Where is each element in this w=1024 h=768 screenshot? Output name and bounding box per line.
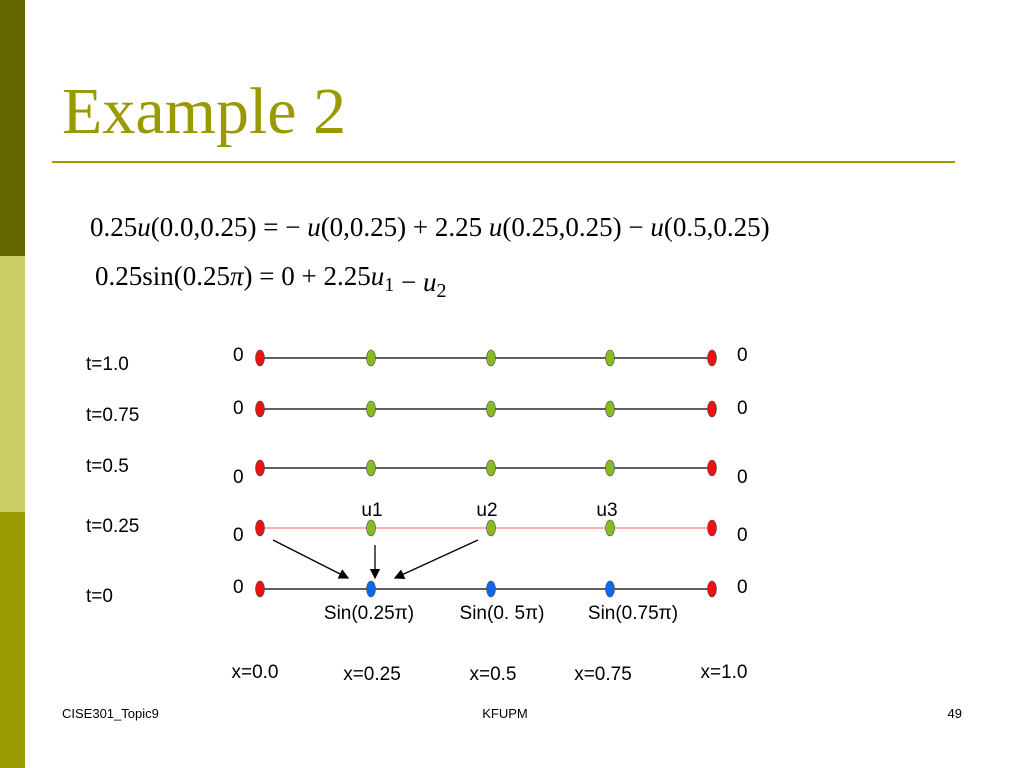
grid-node xyxy=(486,459,496,477)
grid-node xyxy=(366,349,376,367)
boundary-value: 0 xyxy=(233,398,244,419)
unknown-label: u2 xyxy=(476,500,497,521)
grid-node xyxy=(255,519,265,537)
grid-node xyxy=(366,580,376,598)
page-number: 49 xyxy=(948,706,962,721)
footer-center: KFUPM xyxy=(482,706,528,721)
equation-part: − xyxy=(394,267,423,297)
grid-node xyxy=(486,349,496,367)
boundary-value: 0 xyxy=(737,577,748,598)
equation-part: (0.25,0.25) − xyxy=(502,212,650,242)
initial-value: Sin(0.75π) xyxy=(588,603,678,624)
boundary-value: 0 xyxy=(233,577,244,598)
grid-node xyxy=(707,349,717,367)
grid-node xyxy=(486,519,496,537)
grid-node xyxy=(366,519,376,537)
boundary-value: 0 xyxy=(737,345,748,366)
equation-symbol: π xyxy=(230,261,245,291)
grid-node xyxy=(366,400,376,418)
x-label: x=0.25 xyxy=(343,664,401,685)
unknown-label: u3 xyxy=(596,500,617,521)
boundary-value: 0 xyxy=(233,345,244,366)
side-bar xyxy=(0,512,25,768)
grid-node xyxy=(605,519,615,537)
equation-symbol: u xyxy=(137,212,151,242)
boundary-value: 0 xyxy=(233,525,244,546)
grid-node xyxy=(486,400,496,418)
grid-node xyxy=(707,459,717,477)
time-label: t=0.5 xyxy=(86,456,129,477)
equation-symbol: u xyxy=(489,212,503,242)
x-label: x=0.75 xyxy=(574,664,632,685)
equation-symbol: u xyxy=(307,212,321,242)
time-label: t=1.0 xyxy=(86,354,129,375)
grid-node xyxy=(605,459,615,477)
boundary-value: 0 xyxy=(737,467,748,488)
grid-node xyxy=(605,580,615,598)
grid-node xyxy=(255,580,265,598)
equation-part: (0.0,0.25) = − xyxy=(151,212,307,242)
equation-symbol: u xyxy=(371,261,385,291)
equation-part: (0.5,0.25) xyxy=(664,212,770,242)
grid-node xyxy=(255,400,265,418)
x-label: x=1.0 xyxy=(700,662,747,683)
grid-node xyxy=(255,349,265,367)
unknown-label: u1 xyxy=(361,500,382,521)
grid-node xyxy=(486,580,496,598)
arrow xyxy=(272,539,350,579)
equation-part: ) = 0 + 2.25 xyxy=(244,261,371,291)
subscript: 2 xyxy=(436,280,446,302)
boundary-value: 0 xyxy=(737,398,748,419)
footer-left: CISE301_Topic9 xyxy=(62,706,159,721)
grid-node xyxy=(605,400,615,418)
grid-node xyxy=(707,400,717,418)
boundary-value: 0 xyxy=(233,467,244,488)
equation-part: 0.25 xyxy=(90,212,137,242)
initial-value: Sin(0. 5π) xyxy=(460,603,545,624)
initial-value: Sin(0.25π) xyxy=(324,603,414,624)
grid-node xyxy=(255,459,265,477)
side-bar xyxy=(0,0,25,256)
equation-part: (0,0.25) + 2.25 xyxy=(321,212,489,242)
grid-node xyxy=(707,580,717,598)
equation: 0.25sin(0.25π) = 0 + 2.25u1 − u2 xyxy=(95,261,446,302)
x-label: x=0.0 xyxy=(231,662,278,683)
arrow xyxy=(393,539,479,579)
equation-part: 0.25sin(0.25 xyxy=(95,261,230,291)
equation-symbol: u xyxy=(650,212,664,242)
diagram: t=1.0 0 0 t=0.75 0 0 t=0.5 0 0 t=0.25 0 0 t=0 0 0 u1 u2 u… xyxy=(86,345,748,685)
equation: 0.25u(0.0,0.25) = − u(0,0.25) + 2.25 u(0… xyxy=(90,212,770,242)
grid-node xyxy=(605,349,615,367)
time-label: t=0 xyxy=(86,586,113,607)
grid-node xyxy=(366,459,376,477)
side-bar xyxy=(0,256,25,512)
time-label: t=0.25 xyxy=(86,516,139,537)
time-label: t=0.75 xyxy=(86,405,139,426)
subscript: 1 xyxy=(384,274,394,296)
slide-title: Example 2 xyxy=(62,75,346,148)
equation-symbol: u xyxy=(423,267,437,297)
x-label: x=0.5 xyxy=(469,664,516,685)
grid-node xyxy=(707,519,717,537)
boundary-value: 0 xyxy=(737,525,748,546)
